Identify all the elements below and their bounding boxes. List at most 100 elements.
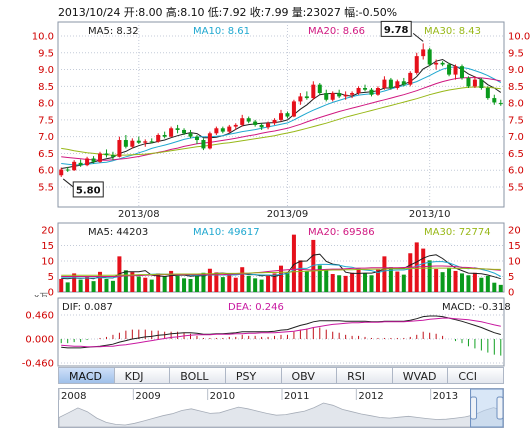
tab-rsi[interactable]: RSI bbox=[337, 367, 393, 384]
overview-year-label: 2011 bbox=[284, 391, 309, 402]
candle-down bbox=[459, 66, 464, 78]
volume-bar-up bbox=[382, 256, 387, 292]
volume-bar-down bbox=[259, 279, 264, 292]
overview-year-label: 2008 bbox=[61, 391, 86, 402]
volume-bar-up bbox=[85, 276, 90, 292]
candle-down bbox=[485, 88, 490, 99]
candle-down bbox=[136, 140, 141, 143]
tab-boll[interactable]: BOLL bbox=[170, 367, 226, 384]
volume-bar-down bbox=[388, 267, 393, 292]
quote-summary: 2013/10/24 开:8.00 高:8.10 低:7.92 收:7.99 量… bbox=[58, 6, 397, 19]
tab-cci[interactable]: CCI bbox=[448, 367, 504, 384]
candle-up bbox=[356, 88, 361, 94]
volume-bar-down bbox=[317, 265, 322, 292]
overview-left-handle[interactable] bbox=[470, 396, 478, 420]
candle-up bbox=[233, 124, 238, 127]
volume-ytick-right: 20 bbox=[508, 226, 521, 237]
volume-bar-down bbox=[427, 260, 432, 292]
tab-obv[interactable]: OBV bbox=[281, 367, 338, 384]
volume-bar-down bbox=[466, 275, 471, 292]
volume-bar-down bbox=[194, 274, 199, 292]
macd-ytick-left: 0.000 bbox=[25, 335, 54, 346]
candle-down bbox=[285, 113, 290, 117]
volume-bar-down bbox=[104, 278, 109, 292]
volume-bar-up bbox=[298, 260, 303, 292]
volume-bar-up bbox=[169, 270, 174, 292]
candle-down bbox=[91, 158, 96, 162]
volume-bar-up bbox=[356, 268, 361, 292]
volume-bar-down bbox=[369, 275, 374, 292]
macd-ytick-left: -0.460 bbox=[22, 359, 54, 368]
price-ytick-right: 6.0 bbox=[508, 166, 524, 177]
overview-year-label: 2009 bbox=[135, 391, 160, 402]
candle-down bbox=[401, 81, 406, 85]
volume-bar-up bbox=[143, 277, 148, 292]
volume-bar-down bbox=[363, 273, 368, 292]
volume-bar-down bbox=[479, 277, 484, 292]
volume-bar-down bbox=[175, 275, 180, 292]
volume-bar-up bbox=[291, 234, 296, 292]
overview-year-label: 2010 bbox=[210, 391, 235, 402]
candle-up bbox=[117, 140, 122, 157]
candle-down bbox=[78, 162, 83, 166]
price-ytick-right: 6.5 bbox=[508, 149, 524, 160]
tab-wvad[interactable]: WVAD bbox=[392, 367, 449, 384]
volume-legend-ma20: MA20: 69586 bbox=[308, 227, 375, 238]
volume-bar-up bbox=[227, 274, 232, 292]
price-ytick-left: 6.0 bbox=[38, 166, 54, 177]
volume-bar-up bbox=[98, 271, 103, 292]
candle-up bbox=[143, 141, 148, 143]
volume-bar-up bbox=[72, 273, 77, 292]
candle-down bbox=[259, 124, 264, 128]
candle-down bbox=[498, 103, 503, 105]
price-ytick-left: 7.0 bbox=[38, 132, 54, 143]
dea-legend: DEA: 0.246 bbox=[228, 302, 284, 313]
volume-bar-down bbox=[246, 275, 251, 292]
volume-ytick-right: 0 bbox=[508, 288, 514, 298]
volume-bar-down bbox=[188, 278, 193, 292]
candle-up bbox=[130, 140, 135, 147]
price-legend-ma10: MA10: 8.61 bbox=[193, 26, 250, 37]
volume-bar-up bbox=[59, 278, 64, 292]
candle-down bbox=[175, 128, 180, 130]
volume-ma20-line bbox=[61, 265, 501, 277]
price-ytick-right: 5.5 bbox=[508, 183, 524, 194]
price-ytick-left: 9.0 bbox=[38, 65, 54, 76]
price-ytick-right: 8.0 bbox=[508, 99, 524, 110]
volume-ytick-left: 5 bbox=[48, 272, 54, 283]
indicator-tabs: MACD KDJ BOLL PSY OBV RSI WVAD CCI bbox=[58, 367, 504, 385]
price-ytick-right: 9.0 bbox=[508, 65, 524, 76]
candle-up bbox=[343, 94, 348, 97]
volume-bar-up bbox=[278, 265, 284, 292]
volume-bar-up bbox=[421, 248, 426, 292]
volume-bar-down bbox=[485, 275, 490, 292]
candle-down bbox=[194, 136, 199, 141]
tab-psy[interactable]: PSY bbox=[225, 367, 282, 384]
candle-down bbox=[304, 96, 309, 99]
volume-bar-up bbox=[240, 267, 245, 292]
candle-up bbox=[375, 88, 380, 95]
history-overview-navigator[interactable]: 2008 2009 2010 2011 2012 2013 bbox=[58, 388, 504, 428]
price-candlestick-chart: 10.0 10.0 9.5 9.5 9.0 9.0 8.5 8.5 8.0 8.0 7.5 7.5 7.… bbox=[32, 20, 530, 220]
volume-bar-down bbox=[285, 272, 290, 292]
ma5-line bbox=[61, 58, 502, 169]
macd-ytick-left: 0.460 bbox=[25, 311, 54, 322]
candle-up bbox=[311, 84, 316, 99]
ma20-line bbox=[61, 77, 501, 161]
candle-up bbox=[421, 49, 426, 57]
low-annotation-leader bbox=[62, 178, 74, 188]
tab-kdj[interactable]: KDJ bbox=[114, 367, 171, 384]
dea-line bbox=[61, 317, 501, 348]
volume-bar-up bbox=[375, 269, 380, 292]
candle-up bbox=[72, 161, 77, 171]
volume-bar-up bbox=[350, 272, 355, 292]
candle-down bbox=[427, 49, 432, 65]
overview-right-handle[interactable] bbox=[496, 396, 504, 420]
volume-ytick-left: 10 bbox=[41, 257, 54, 268]
tab-macd[interactable]: MACD bbox=[58, 367, 115, 384]
volume-bar-down bbox=[136, 276, 141, 292]
candle-up bbox=[278, 113, 284, 120]
candle-up bbox=[169, 128, 174, 137]
volume-ytick-right: 15 bbox=[508, 241, 521, 252]
volume-bar-down bbox=[65, 282, 70, 292]
